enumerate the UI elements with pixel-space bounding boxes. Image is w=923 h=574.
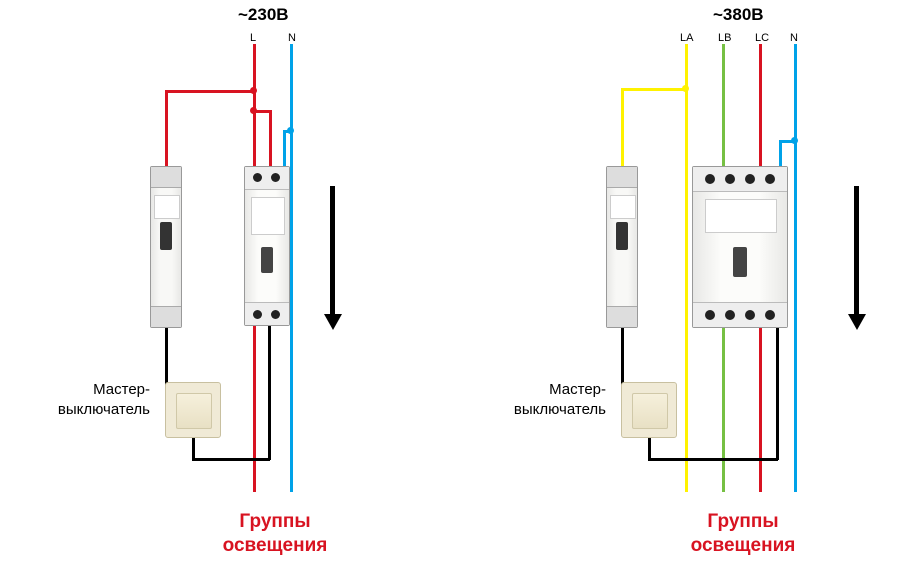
dot-N-branch [287,127,294,134]
wire-LA [685,44,688,492]
wire-label-LA: LA [680,32,693,44]
wire-label-LB: LB [718,32,731,44]
wire-master-r5 [776,326,779,460]
breaker-1p-right [606,166,638,328]
wall-switch-right [621,382,677,438]
wire-master-5 [268,325,271,460]
wire-LA-breaker-v [621,88,624,168]
wire-L-to-breaker-v [165,90,168,168]
wire-N-right [794,44,797,492]
wire-label-LC: LC [755,32,769,44]
wire-label-N-right: N [790,32,798,44]
wire-N-branch-right-v [779,140,782,168]
breaker-1p-left [150,166,182,328]
wire-label-L: L [250,32,256,44]
wire-LA-breaker-h [621,88,688,91]
master-label-left: Мастер- выключатель [40,380,150,419]
wire-label-N: N [288,32,296,44]
voltage-380: ~380В [713,5,764,25]
wire-L-branch-v [269,110,272,166]
voltage-230: ~230В [238,5,289,25]
contactor-2p-left [244,166,290,326]
wire-N-branch-v [283,130,286,166]
wall-switch-left [165,382,221,438]
wire-master-4 [192,458,270,461]
wire-L-to-breaker-h [165,90,256,93]
master-label-right: Мастер- выключатель [496,380,606,419]
dot-L-branch [250,107,257,114]
group-label-left: Группы освещения [200,510,350,558]
group-label-right: Группы освещения [668,510,818,558]
dot-LA [682,85,689,92]
dot-N-right [791,137,798,144]
wire-N-blue [290,44,293,492]
wire-master-r4 [648,458,778,461]
dot-L-top [250,87,257,94]
contactor-4p-right [692,166,788,328]
